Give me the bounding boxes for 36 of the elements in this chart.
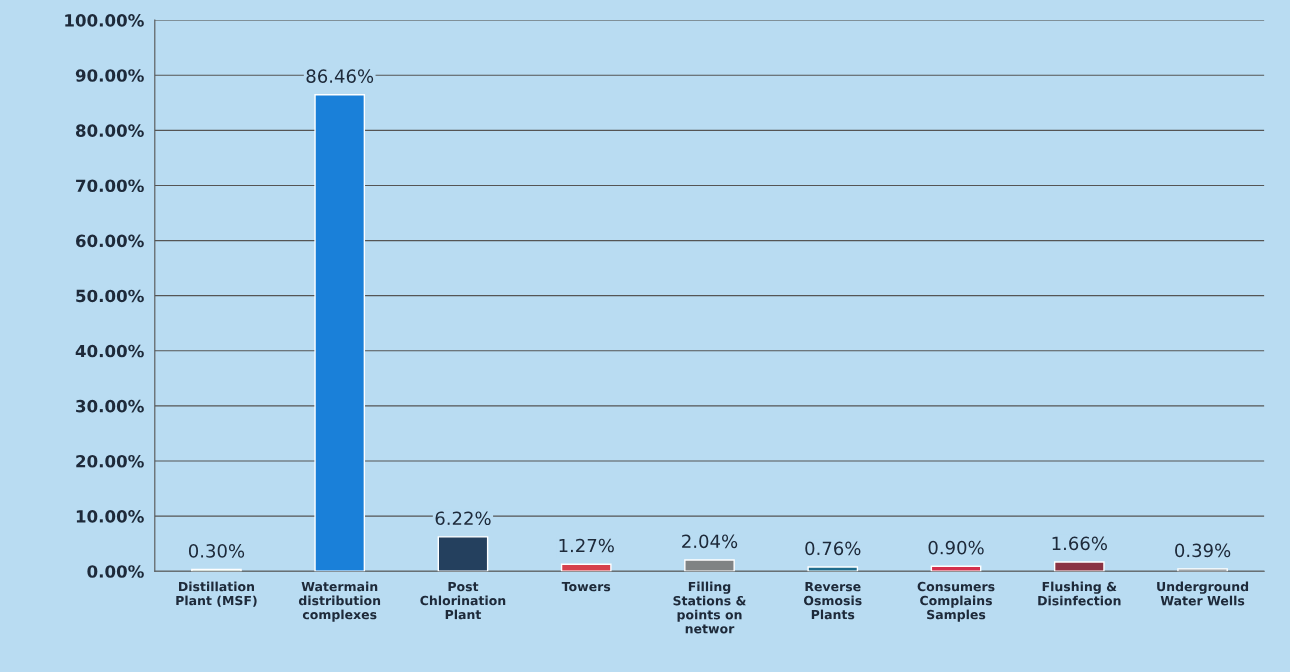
bar <box>1177 568 1228 572</box>
y-tick-label: 20.00% <box>76 454 144 468</box>
x-tick-label: Distillation Plant (MSF) <box>176 581 257 607</box>
y-tick-label: 10.00% <box>76 510 144 523</box>
data-label: 1.66% <box>1052 536 1107 551</box>
x-tick-label: Flushing & Disinfection <box>1038 581 1121 606</box>
data-label: 1.27% <box>559 538 614 553</box>
y-tick-label: 70.00% <box>76 179 144 193</box>
data-label: 86.46% <box>306 69 374 83</box>
data-label: 0.30% <box>188 544 245 558</box>
y-tick-label: 80.00% <box>75 124 144 137</box>
x-tick-label: Watermain distribution complexes <box>298 581 381 622</box>
x-tick-label: Filling Stations & points on networ <box>673 581 746 634</box>
x-tick-label: Reverse Osmosis Plants <box>803 582 862 620</box>
bar <box>807 566 859 572</box>
bar <box>314 94 366 572</box>
y-tick-label: 90.00% <box>75 69 144 82</box>
y-tick-label: 40.00% <box>75 344 144 358</box>
y-tick-label: 100.00% <box>65 14 144 27</box>
bar <box>684 559 735 572</box>
x-tick-label: Towers <box>561 582 611 592</box>
data-label: 0.39% <box>1175 543 1231 558</box>
data-label: 0.90% <box>928 540 984 555</box>
y-tick-label: 30.00% <box>76 399 144 413</box>
data-label: 2.04% <box>682 534 738 549</box>
bar <box>1053 561 1105 572</box>
y-tick-label: 50.00% <box>76 289 144 303</box>
x-tick-label: Post Chlorination Plant <box>420 582 506 620</box>
data-label: 6.22% <box>435 511 491 526</box>
bar <box>560 563 612 572</box>
data-label: 0.76% <box>805 541 861 556</box>
x-tick-label: Underground Water Wells <box>1157 581 1249 606</box>
y-tick-label: 0.00% <box>87 565 144 578</box>
x-tick-label: Consumers Complains Samples <box>917 581 995 622</box>
bar <box>437 536 489 572</box>
y-tick-label: 60.00% <box>76 234 144 248</box>
